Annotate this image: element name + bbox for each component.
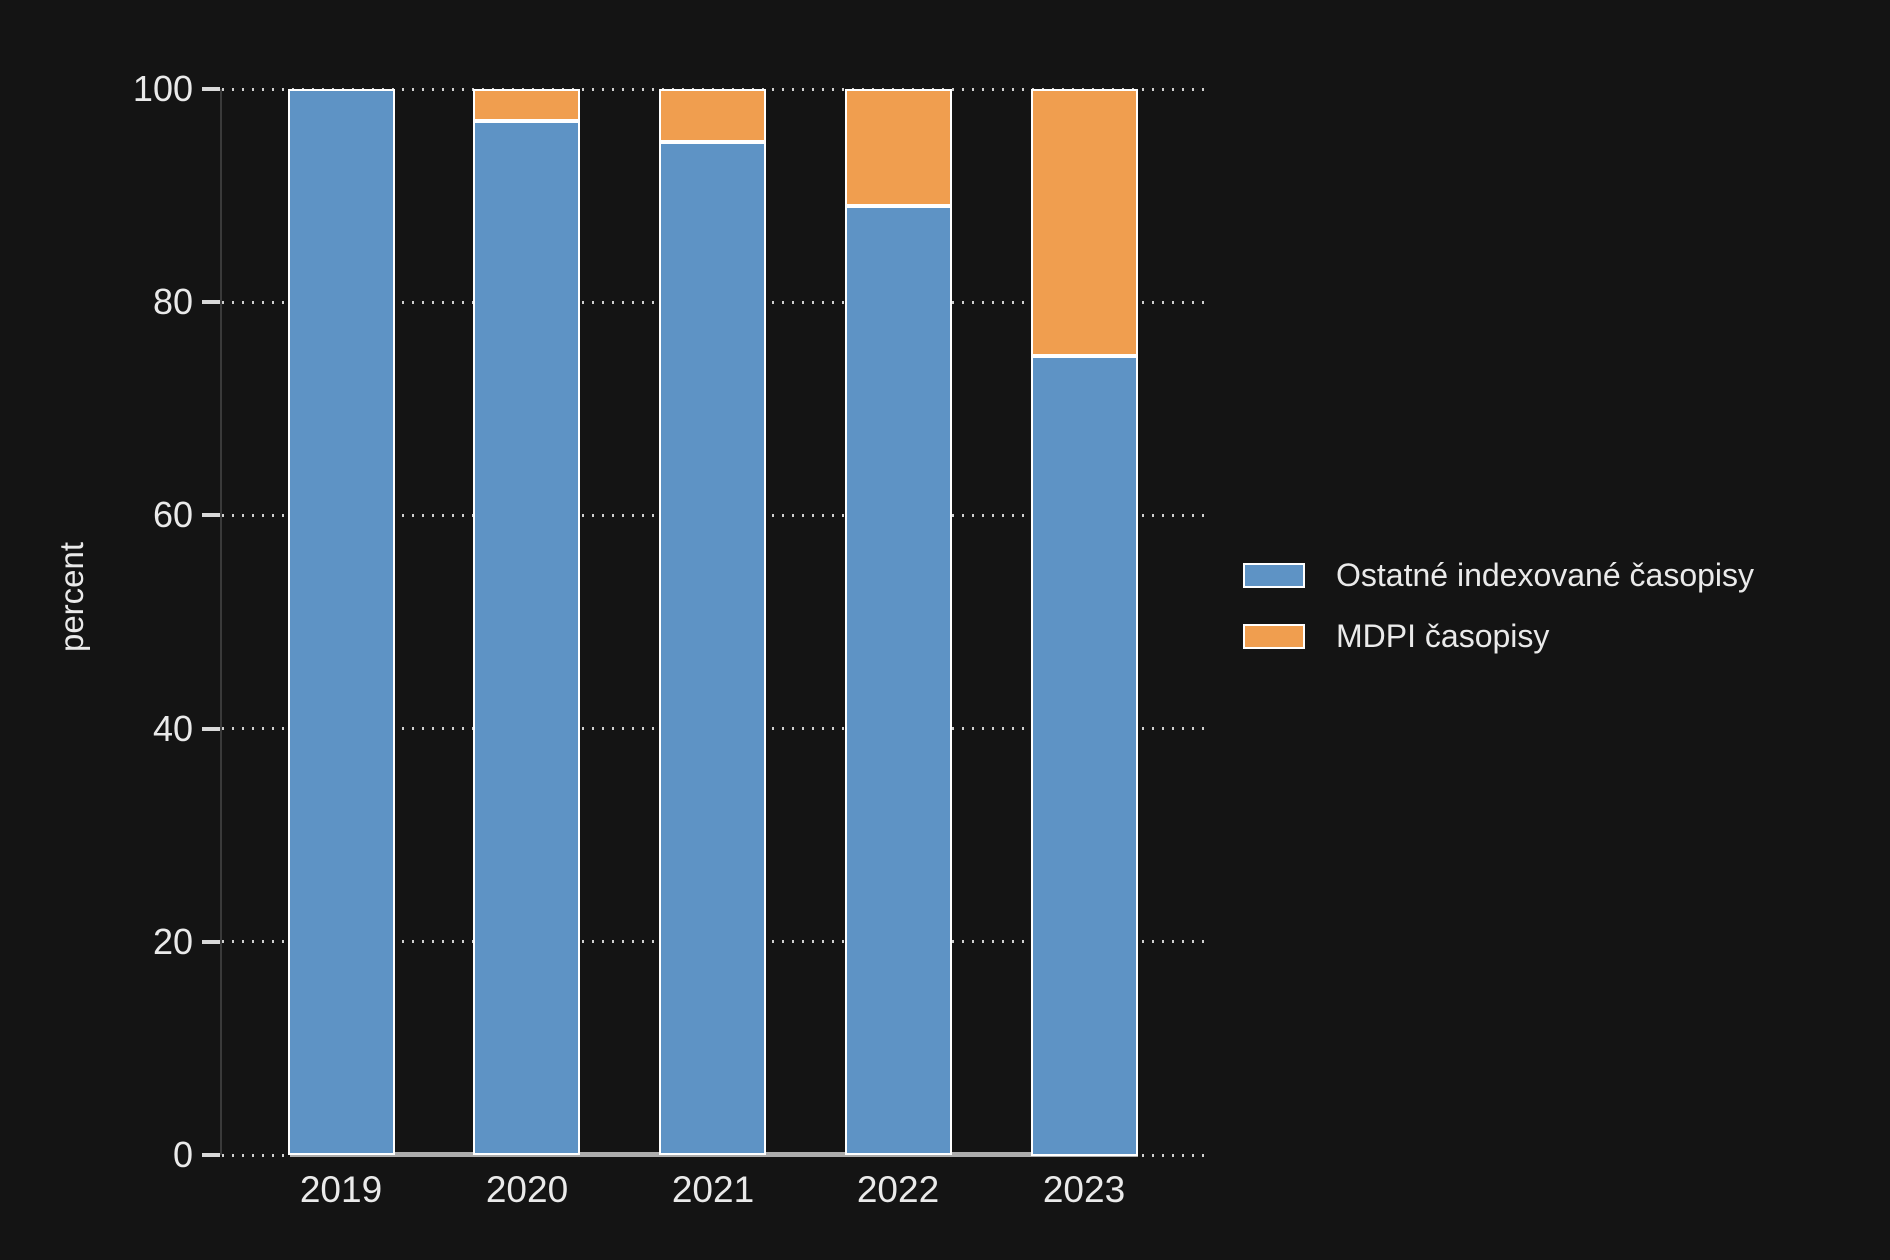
y-tick-label: 100 [132,68,193,109]
legend: Ostatné indexované časopisy MDPI časopis… [1243,557,1754,655]
y-tick-label: 20 [152,921,193,962]
x-tick-label: 2020 [485,1169,569,1210]
y-tick-label: 60 [152,494,193,535]
legend-label: Ostatné indexované časopisy [1336,557,1755,593]
bar-segment [288,89,395,1155]
x-tick-label: 2023 [1042,1169,1126,1210]
bar-segment [1031,356,1138,1156]
bar-segment [659,142,766,1155]
y-tick-mark [202,1153,220,1157]
x-tick-label: 2022 [856,1169,940,1210]
legend-item: Ostatné indexované časopisy [1243,557,1754,594]
y-tick-label: 40 [152,708,193,749]
y-tick-label: 0 [172,1134,193,1175]
bar-segment [473,121,580,1155]
bar-segment [845,89,952,206]
legend-swatch-orange [1243,624,1305,649]
bar-segment [473,89,580,121]
x-tick-label: 2021 [671,1169,755,1210]
y-tick-mark [202,300,220,304]
y-axis-line [220,89,222,1155]
legend-swatch-blue [1243,563,1305,588]
x-tick-label: 2019 [299,1169,383,1210]
y-tick-mark [202,940,220,944]
bar-segment [845,206,952,1155]
y-tick-mark [202,727,220,731]
legend-item: MDPI časopisy [1243,618,1754,655]
bar-segment [1031,89,1138,356]
bar-segment [659,89,766,142]
y-tick-mark [202,513,220,517]
y-tick-label: 80 [152,281,193,322]
y-axis-title: percent [53,541,90,653]
legend-label: MDPI časopisy [1336,618,1550,654]
y-tick-mark [202,87,220,91]
